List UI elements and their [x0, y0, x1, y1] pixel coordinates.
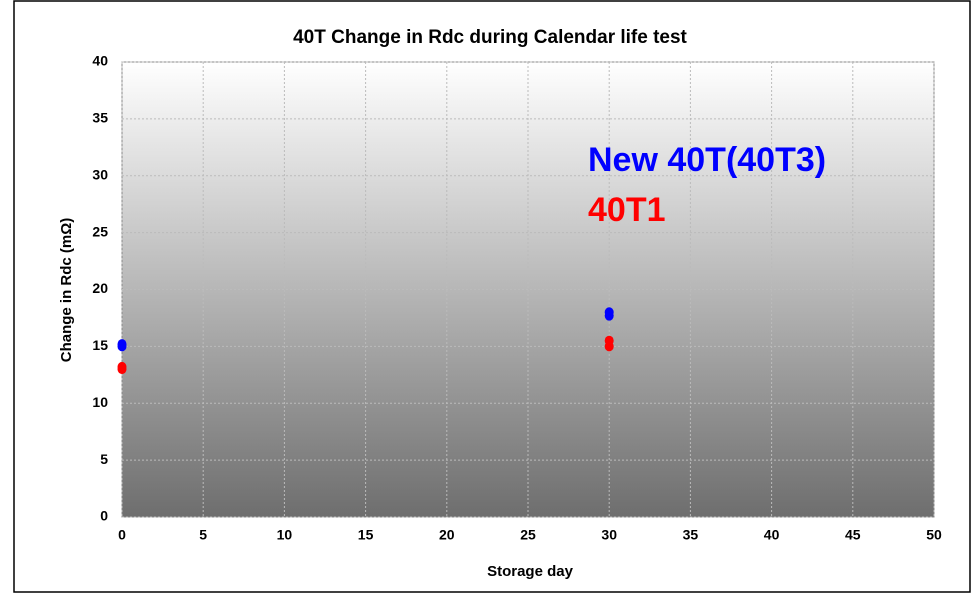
y-tick-label: 40 [92, 53, 108, 69]
x-tick-label: 30 [601, 527, 617, 543]
y-tick-label: 25 [92, 223, 108, 239]
x-tick-label: 45 [845, 527, 861, 543]
y-axis-label: Change in Rdc (mΩ) [58, 218, 75, 363]
x-tick-label: 20 [439, 527, 455, 543]
x-tick-label: 5 [199, 527, 207, 543]
y-tick-label: 0 [100, 508, 108, 524]
y-tick-label: 20 [92, 280, 108, 296]
x-tick-label: 15 [358, 527, 374, 543]
x-tick-label: 40 [764, 527, 780, 543]
data-point [604, 307, 614, 318]
legend-entry: 40T1 [588, 191, 666, 229]
x-tick-label: 0 [118, 527, 126, 543]
chart-title: 40T Change in Rdc during Calendar life t… [293, 27, 687, 48]
legend-entry: New 40T(40T3) [588, 141, 826, 179]
y-tick-label: 30 [92, 166, 108, 182]
y-tick-label: 15 [92, 337, 108, 353]
y-tick-label: 35 [92, 110, 108, 126]
data-point [117, 361, 127, 372]
x-tick-label: 35 [683, 527, 699, 543]
y-tick-label: 10 [92, 394, 108, 410]
x-tick-label: 10 [277, 527, 293, 543]
y-tick-label: 5 [100, 451, 108, 467]
x-tick-label: 50 [926, 527, 942, 543]
x-tick-label: 25 [520, 527, 536, 543]
data-point [117, 339, 127, 350]
data-point [604, 335, 614, 346]
x-axis-label: Storage day [487, 563, 574, 580]
